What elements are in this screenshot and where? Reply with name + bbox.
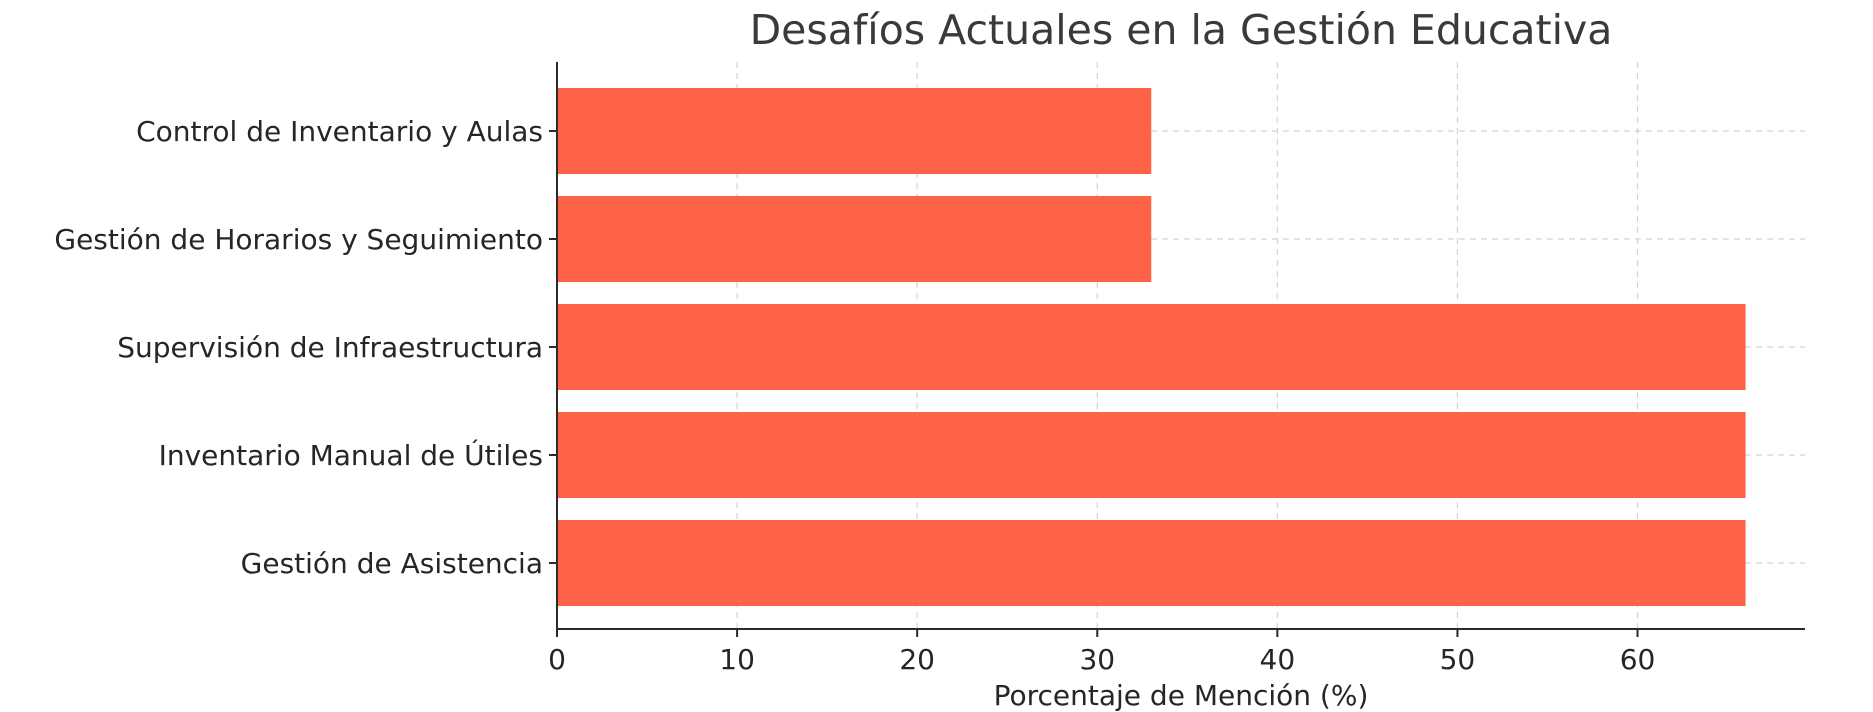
x-ticks: 0 10 20 30 40 50 60 xyxy=(548,130,1656,676)
category-label: Inventario Manual de Útiles xyxy=(159,438,543,472)
bar xyxy=(557,304,1746,390)
bar xyxy=(557,412,1746,498)
bars xyxy=(557,88,1746,606)
x-tick-label: 10 xyxy=(719,643,755,676)
chart-title: Desafíos Actuales en la Gestión Educativ… xyxy=(750,6,1613,54)
x-tick-label: 30 xyxy=(1079,643,1115,676)
x-tick-label: 0 xyxy=(548,643,566,676)
category-label: Supervisión de Infraestructura xyxy=(117,331,543,364)
category-label: Gestión de Horarios y Seguimiento xyxy=(54,223,543,256)
category-labels: Control de Inventario y Aulas Gestión de … xyxy=(54,115,543,580)
bar xyxy=(557,520,1746,606)
category-label: Gestión de Asistencia xyxy=(241,547,543,580)
x-tick-label: 40 xyxy=(1260,643,1296,676)
x-tick-label: 20 xyxy=(899,643,935,676)
bar xyxy=(557,196,1152,282)
x-axis-label: Porcentaje de Mención (%) xyxy=(994,679,1369,712)
bar xyxy=(557,88,1152,174)
category-label: Control de Inventario y Aulas xyxy=(136,115,543,148)
axes xyxy=(556,62,1805,630)
x-tick-label: 60 xyxy=(1620,643,1656,676)
x-tick-label: 50 xyxy=(1440,643,1476,676)
